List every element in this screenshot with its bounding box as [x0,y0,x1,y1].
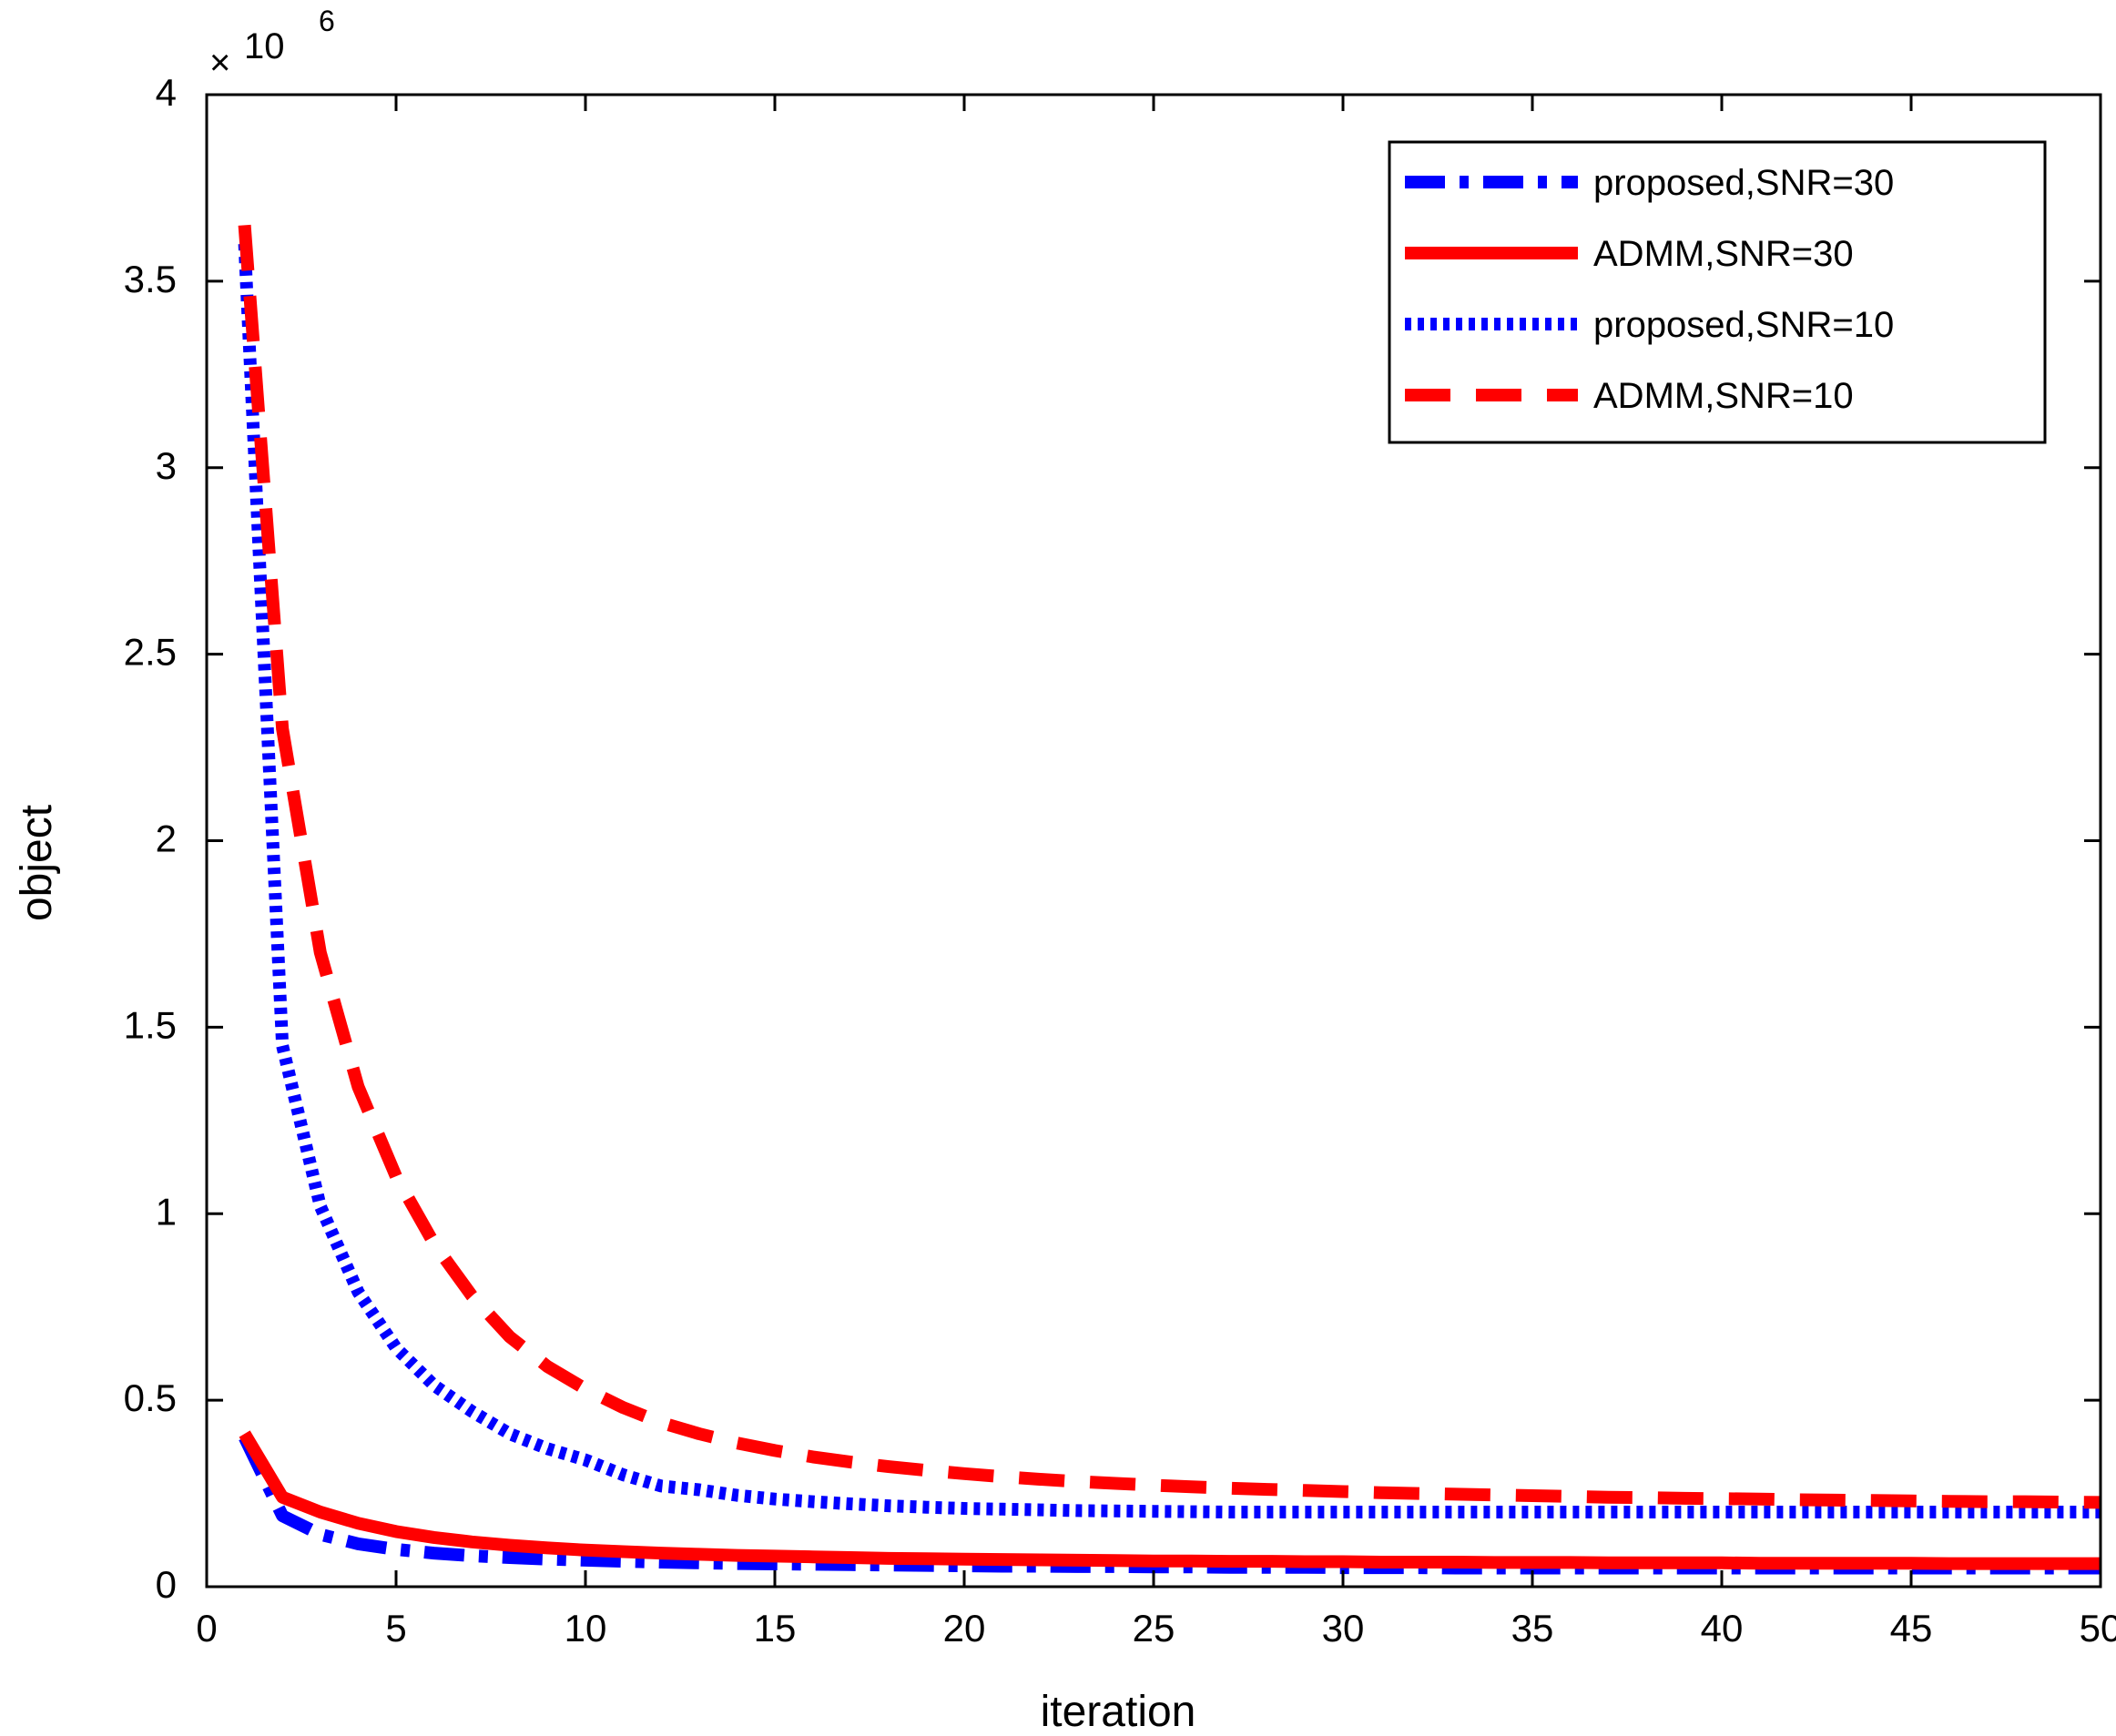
x-tick-label: 45 [1890,1607,1933,1650]
x-tick-label: 50 [2080,1607,2116,1650]
x-tick-label: 30 [1322,1607,1365,1650]
y-multiplier: × 10 6 [209,5,335,83]
x-tick-label: 15 [754,1607,797,1650]
series-layer [238,224,2101,1575]
x-tick-label: 0 [196,1607,217,1650]
x-tick-label: 5 [385,1607,406,1650]
series-line-3 [238,243,2101,1518]
y-axis-label: object [13,805,61,921]
x-tick-label: 25 [1133,1607,1175,1650]
y-tick-label: 3 [156,444,177,487]
x-tick-label: 10 [565,1607,607,1650]
legend-label-1: proposed,SNR=30 [1593,163,1894,203]
x-axis-label: iteration [1041,1688,1196,1736]
y-multiplier-base: 10 [244,26,285,66]
y-tick-label: 2 [156,817,177,860]
series-line-2 [239,1430,2101,1570]
series-line-4 [238,224,2101,1509]
y-tick-label: 1 [156,1190,177,1233]
legend-label-2: ADMM,SNR=30 [1593,234,1854,274]
y-tick-label: 0.5 [124,1376,177,1419]
x-tick-label: 40 [1701,1607,1744,1650]
x-tick-label: 35 [1511,1607,1554,1650]
ticks-layer: 0 5 10 15 20 25 30 35 40 45 50 0 0.5 1 1.5 2 2.5 3 3.5 4 [124,71,2116,1650]
legend-label-4: ADMM,SNR=10 [1593,376,1854,416]
y-tick-label: 2.5 [124,631,177,674]
y-tick-label: 1.5 [124,1003,177,1046]
x-tick-label: 20 [943,1607,986,1650]
legend-label-3: proposed,SNR=10 [1593,305,1894,345]
y-multiplier-exponent: 6 [319,5,335,37]
y-tick-label: 4 [156,71,177,114]
y-tick-label: 0 [156,1563,177,1606]
y-tick-label: 3.5 [124,258,177,300]
legend-entries: proposed,SNR=30 ADMM,SNR=30 proposed,SNR=1… [1405,163,1894,416]
y-multiplier-times: × [209,43,230,83]
legend: proposed,SNR=30 ADMM,SNR=30 proposed,SNR=1… [1388,140,2047,444]
